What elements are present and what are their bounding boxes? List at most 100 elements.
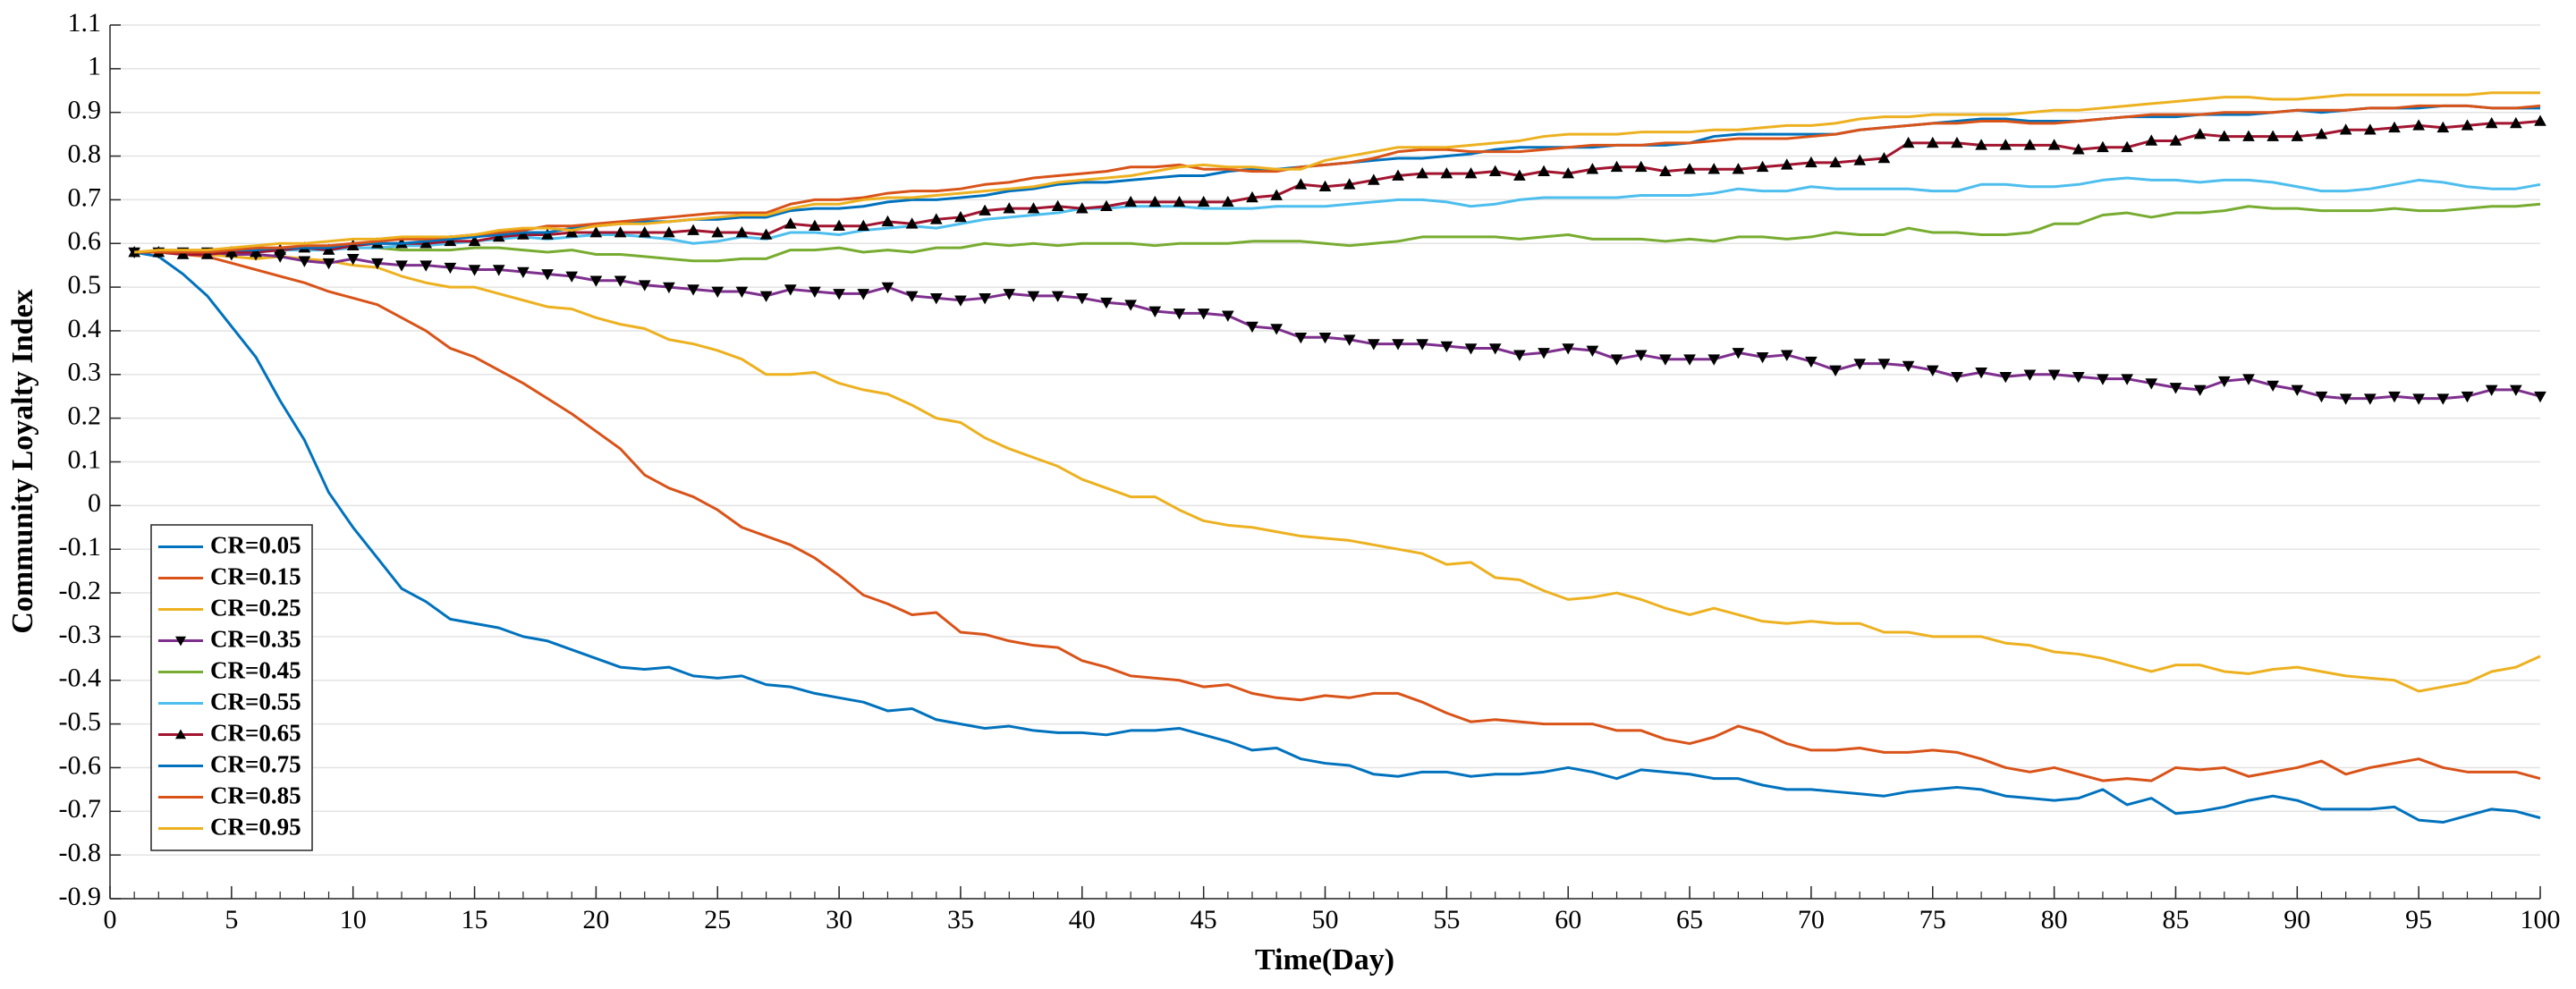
data-marker [1877,151,1891,164]
data-marker [929,213,943,224]
data-marker [2169,383,2182,394]
data-marker [614,275,627,287]
data-marker [1805,356,1818,368]
y-tick-label: -0.8 [59,838,102,867]
x-tick-label: 10 [340,905,367,934]
x-tick-label: 40 [1069,905,1096,934]
data-marker [1440,167,1453,179]
data-marker [419,260,433,272]
legend-label: CR=0.05 [210,532,301,559]
data-marker [2145,134,2158,146]
data-marker [1100,199,1113,212]
data-marker [2534,391,2546,403]
data-marker [2461,119,2474,131]
data-marker [1707,163,1721,174]
data-marker [1951,371,1963,384]
x-tick-label: 70 [1798,905,1825,934]
data-marker [1659,165,1672,176]
y-tick-label: -0.5 [59,706,102,736]
data-marker [1488,165,1502,176]
y-tick-label: -0.1 [59,532,102,562]
data-marker [1683,354,1696,366]
data-marker [2291,385,2304,396]
data-marker [929,293,943,305]
data-marker [1732,348,1745,359]
y-tick-label: 0.3 [68,358,102,387]
data-marker [2097,374,2109,385]
data-marker [1610,354,1623,366]
data-marker [2193,385,2207,396]
data-marker [2121,140,2133,153]
data-marker [176,248,190,259]
data-marker [711,226,724,238]
data-marker [735,226,749,238]
data-marker [638,226,651,238]
data-marker [1051,291,1064,302]
data-marker [1829,365,1842,376]
x-tick-label: 5 [225,905,238,934]
x-axis-label: Time(Day) [1255,943,1394,976]
data-marker [2072,371,2085,384]
y-tick-label: 1 [88,52,101,81]
data-marker [468,234,481,247]
data-marker [1586,345,1599,357]
x-tick-label: 75 [1919,905,1946,934]
data-marker [1951,136,1963,148]
data-marker [1221,310,1234,322]
data-marker [2047,139,2061,150]
y-tick-label: -0.2 [59,576,102,605]
data-marker [954,295,967,307]
data-marker [1416,167,1429,179]
x-tick-label: 60 [1555,905,1581,934]
data-marker [492,230,505,242]
y-tick-label: 0 [88,488,101,518]
data-marker [735,286,749,299]
data-marker [1318,180,1332,192]
data-marker [1367,339,1380,351]
data-marker [395,260,408,272]
y-tick-label: 0.7 [68,182,102,212]
data-marker [2339,393,2352,405]
data-marker [1197,195,1210,207]
data-marker [589,275,603,287]
data-marker [1975,139,1987,150]
data-marker [1683,163,1696,174]
data-marker [1440,341,1453,353]
data-marker [346,254,360,266]
y-tick-label: -0.3 [59,620,102,649]
data-marker [1756,160,1769,173]
x-tick-label: 80 [2041,905,2068,934]
y-tick-label: 1.1 [68,8,102,38]
data-marker [468,265,481,276]
data-marker [322,258,335,270]
data-marker [1780,350,1793,361]
data-marker [541,269,554,281]
data-marker [1221,195,1234,207]
data-marker [2169,134,2182,146]
data-marker [2485,116,2498,129]
data-marker [2363,123,2377,135]
data-marker [881,215,894,227]
data-marker [200,248,214,259]
data-marker [2436,121,2450,133]
data-marker [298,256,311,267]
x-tick-label: 15 [462,905,488,934]
data-marker [2193,128,2207,139]
data-marker [1853,154,1867,165]
data-marker [2509,385,2522,396]
data-marker [1075,293,1089,305]
data-marker [2485,385,2498,396]
data-marker [444,234,457,247]
data-marker [322,243,335,255]
data-marker [784,217,797,229]
data-marker [1075,202,1089,214]
data-marker [2217,130,2231,141]
data-marker [2121,374,2133,385]
data-marker [2267,380,2279,393]
series-line [133,250,2541,824]
data-marker [1246,321,1258,334]
series-line [134,176,2541,254]
data-marker [1343,178,1356,190]
data-marker [663,282,675,294]
